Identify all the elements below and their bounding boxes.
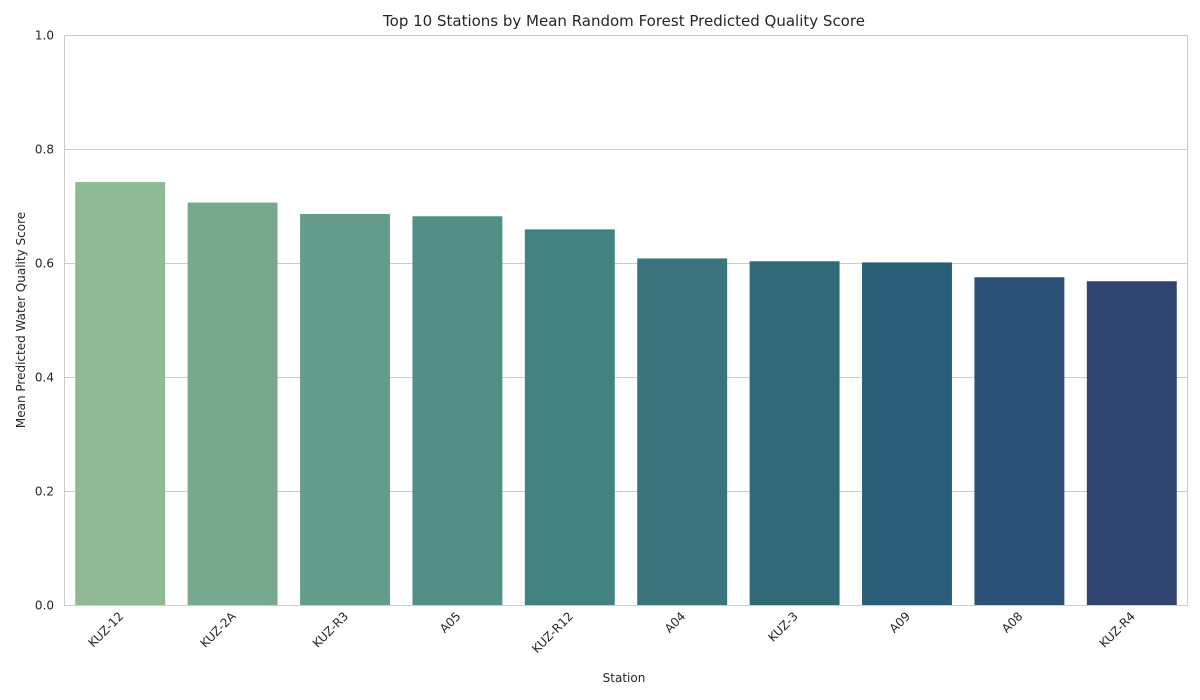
x-tick-label: KUZ-R12 [529,609,576,656]
plot-frame [64,35,1188,606]
bars [75,182,1177,606]
x-tick-label: A04 [662,609,689,636]
bar-kuz-3 [749,261,840,605]
bar-a05 [412,216,503,605]
bar-kuz-r12 [524,229,615,605]
y-tick-label: 0.6 [35,257,54,271]
x-tick-label: KUZ-R3 [310,609,351,650]
chart-title: Top 10 Stations by Mean Random Forest Pr… [382,12,865,30]
y-tick-label: 0.8 [35,143,54,157]
x-axis-label: Station [603,671,646,685]
y-tick-label: 0.2 [35,485,54,499]
x-tick-label: KUZ-2A [197,609,239,651]
x-tick-label: A08 [999,609,1026,636]
x-tick-label: KUZ-3 [765,609,800,644]
x-tick-label: KUZ-12 [85,609,126,650]
y-tick-label: 1.0 [35,29,54,43]
y-tick-label: 0.0 [35,599,54,613]
x-tick-label: A05 [437,609,464,636]
x-tick-labels: KUZ-12 KUZ-2A KUZ-R3 A05 KUZ-R12 A04 KUZ-3 A09 A… [85,609,1137,656]
bar-a08 [974,277,1065,605]
y-tick-label: 0.4 [35,371,54,385]
bar-kuz-r4 [1086,281,1177,605]
y-axis-label: Mean Predicted Water Quality Score [14,212,28,428]
bar-a09 [862,262,952,605]
bar-kuz-12 [75,182,166,605]
bar-a04 [637,258,728,605]
bar-kuz-2a [187,202,278,605]
x-tick-label: KUZ-R4 [1097,609,1138,650]
x-tick-label: A09 [887,609,914,636]
y-tick-labels: 0.0 0.2 0.4 0.6 0.8 1.0 [35,29,54,613]
bar-kuz-r3 [300,213,390,606]
